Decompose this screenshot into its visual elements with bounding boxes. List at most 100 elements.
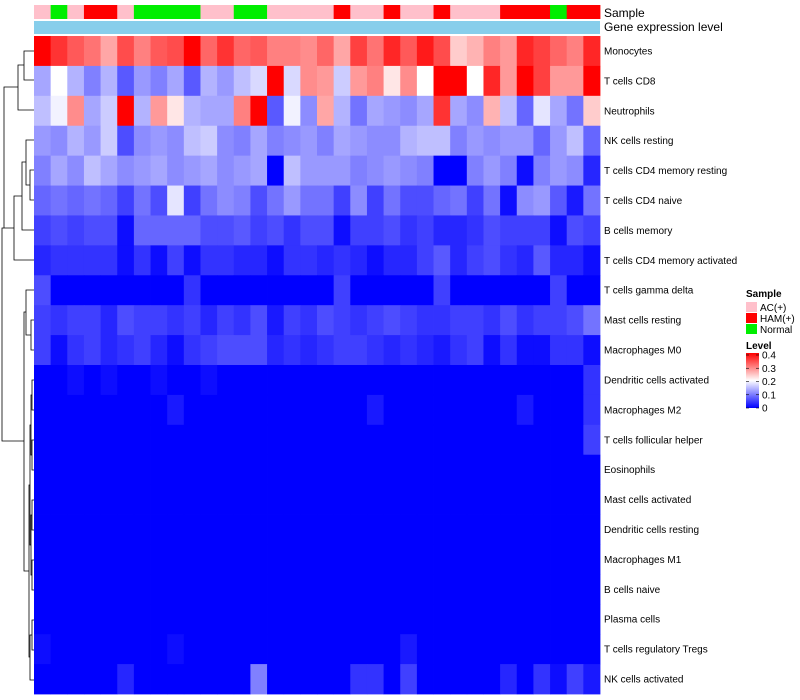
heatmap-cell xyxy=(150,394,168,426)
heatmap-cell xyxy=(400,215,418,246)
heatmap-cell xyxy=(566,305,584,336)
heatmap-cell xyxy=(150,215,168,246)
heatmap-cell xyxy=(250,484,268,515)
heatmap-cell xyxy=(383,215,401,246)
heatmap-cell xyxy=(466,514,484,545)
heatmap-cell xyxy=(34,155,52,186)
row-label: T cells CD4 naive xyxy=(604,196,683,207)
heatmap-cell xyxy=(117,155,135,186)
heatmap-cell xyxy=(167,454,185,486)
heatmap-cell xyxy=(34,544,52,575)
heatmap-cell xyxy=(233,275,251,306)
row-label: Macrophages M2 xyxy=(604,405,682,416)
heatmap-cell xyxy=(67,454,85,486)
heatmap-cell xyxy=(233,424,251,456)
heatmap-cell xyxy=(167,544,185,575)
heatmap-cell xyxy=(283,125,301,157)
heatmap-cell xyxy=(34,365,52,396)
heatmap-cell xyxy=(466,65,484,97)
heatmap-cell xyxy=(50,604,68,635)
heatmap-cell xyxy=(566,36,584,67)
heatmap-cell xyxy=(100,394,118,426)
heatmap-cell xyxy=(533,185,551,216)
heatmap-cell xyxy=(450,155,468,186)
heatmap-cell xyxy=(566,484,584,515)
heatmap-cell xyxy=(350,634,368,665)
heatmap-cell xyxy=(217,424,235,456)
heatmap-cell xyxy=(483,544,501,575)
heatmap-cell xyxy=(466,36,484,67)
heatmap-cell xyxy=(150,424,168,456)
heatmap-cell xyxy=(366,664,384,695)
heatmap-cell xyxy=(483,394,501,426)
heatmap-cell xyxy=(150,185,168,216)
heatmap-cell xyxy=(500,484,518,515)
heatmap-cell xyxy=(317,185,335,216)
heatmap-cell xyxy=(117,125,135,157)
row-label: Mast cells resting xyxy=(604,316,681,327)
heatmap-cell xyxy=(583,185,601,216)
sample-annotation-cell xyxy=(366,5,384,19)
heatmap-cell xyxy=(283,245,301,276)
heatmap-cell xyxy=(383,36,401,67)
heatmap-cell xyxy=(200,634,218,665)
heatmap-cell xyxy=(34,65,52,97)
heatmap-cell xyxy=(383,365,401,396)
heatmap-cell xyxy=(400,155,418,186)
heatmap-cell xyxy=(383,454,401,486)
heatmap-cell xyxy=(333,335,351,366)
heatmap-cell xyxy=(550,185,568,216)
heatmap-cell xyxy=(400,604,418,635)
heatmap-cell xyxy=(533,65,551,97)
heatmap-cell xyxy=(433,394,451,426)
heatmap-cell xyxy=(366,65,384,97)
heatmap-cell xyxy=(167,424,185,456)
heatmap-cell xyxy=(200,574,218,605)
heatmap-cell xyxy=(200,424,218,456)
heatmap-cell xyxy=(416,544,434,575)
heatmap-cell xyxy=(283,484,301,515)
heatmap-cell xyxy=(300,634,318,665)
heatmap-cell xyxy=(250,634,268,665)
heatmap-cell xyxy=(167,95,185,127)
heatmap-cell xyxy=(450,215,468,246)
heatmap-cell xyxy=(383,185,401,216)
heatmap-cell xyxy=(516,95,534,127)
heatmap-cell xyxy=(283,155,301,186)
heatmap-cell xyxy=(516,514,534,545)
heatmap-cell xyxy=(133,155,151,186)
heatmap-cell xyxy=(400,365,418,396)
heatmap-cell xyxy=(317,514,335,545)
sample-annotation-cell xyxy=(550,5,568,19)
sample-annotation-cell xyxy=(200,5,218,19)
heatmap-cell xyxy=(34,215,52,246)
heatmap-cell xyxy=(133,335,151,366)
heatmap-cell xyxy=(67,335,85,366)
heatmap-cell xyxy=(250,125,268,157)
heatmap-cell xyxy=(317,65,335,97)
heatmap-cell xyxy=(300,155,318,186)
heatmap-cell xyxy=(483,305,501,336)
heatmap-cell xyxy=(383,544,401,575)
heatmap-cell xyxy=(500,275,518,306)
legend-tick-label: 0.4 xyxy=(762,351,776,362)
heatmap-cell xyxy=(267,335,285,366)
heatmap-cell xyxy=(433,634,451,665)
heatmap-cell xyxy=(150,365,168,396)
heatmap-cell xyxy=(183,484,201,515)
legend-item-label: Normal xyxy=(760,325,792,336)
heatmap-cell xyxy=(383,634,401,665)
heatmap-cell xyxy=(83,155,101,186)
heatmap-cell xyxy=(83,305,101,336)
heatmap-cell xyxy=(133,95,151,127)
heatmap-cell xyxy=(433,424,451,456)
heatmap-cell xyxy=(233,155,251,186)
heatmap-cell xyxy=(366,305,384,336)
heatmap-cell xyxy=(233,514,251,545)
heatmap-cell xyxy=(67,664,85,695)
heatmap-cell xyxy=(550,335,568,366)
heatmap-cell xyxy=(34,36,52,67)
heatmap-cell xyxy=(133,365,151,396)
heatmap-cell xyxy=(233,454,251,486)
heatmap-cell xyxy=(566,394,584,426)
